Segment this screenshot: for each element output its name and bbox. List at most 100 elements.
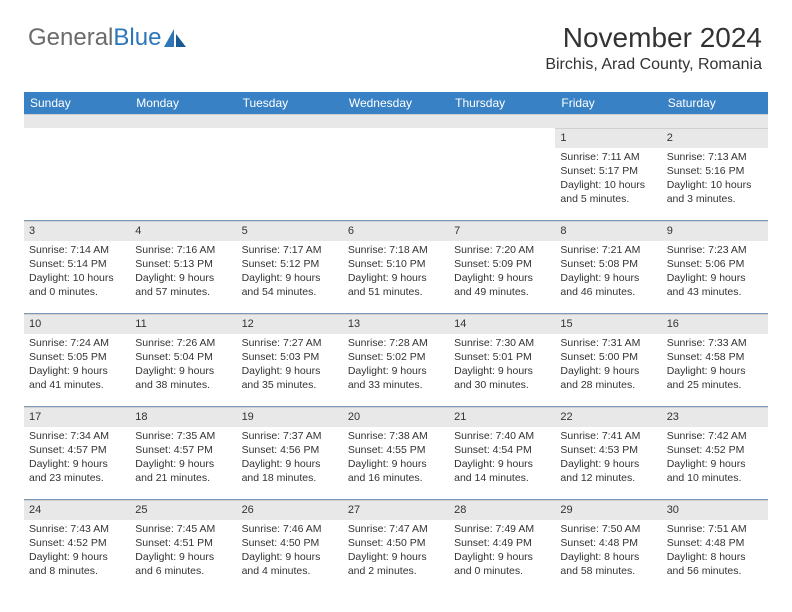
daylight-text: Daylight: 9 hours and 23 minutes. [29,457,125,485]
daylight-text: Daylight: 10 hours and 0 minutes. [29,271,125,299]
sunset-text: Sunset: 5:14 PM [29,257,125,271]
daylight-text: Daylight: 9 hours and 14 minutes. [454,457,550,485]
calendar-cell: 2Sunrise: 7:13 AMSunset: 5:16 PMDaylight… [662,128,768,220]
sunset-text: Sunset: 5:00 PM [560,350,656,364]
sunrise-text: Sunrise: 7:16 AM [135,243,231,257]
day-info: Sunrise: 7:24 AMSunset: 5:05 PMDaylight:… [24,334,130,397]
day-info: Sunrise: 7:42 AMSunset: 4:52 PMDaylight:… [662,427,768,490]
day-header-cell: Thursday [449,92,555,114]
day-number: 7 [449,221,555,241]
sunrise-text: Sunrise: 7:42 AM [667,429,763,443]
sunset-text: Sunset: 4:52 PM [667,443,763,457]
sunrise-text: Sunrise: 7:17 AM [242,243,338,257]
calendar-cell: 15Sunrise: 7:31 AMSunset: 5:00 PMDayligh… [555,314,661,406]
daylight-text: Daylight: 9 hours and 51 minutes. [348,271,444,299]
sunrise-text: Sunrise: 7:34 AM [29,429,125,443]
daylight-text: Daylight: 9 hours and 38 minutes. [135,364,231,392]
calendar-cell: 21Sunrise: 7:40 AMSunset: 4:54 PMDayligh… [449,407,555,499]
calendar-cell: 10Sunrise: 7:24 AMSunset: 5:05 PMDayligh… [24,314,130,406]
location-subtitle: Birchis, Arad County, Romania [545,56,762,74]
sunrise-text: Sunrise: 7:51 AM [667,522,763,536]
calendar-cell: 23Sunrise: 7:42 AMSunset: 4:52 PMDayligh… [662,407,768,499]
sunset-text: Sunset: 5:05 PM [29,350,125,364]
sunrise-text: Sunrise: 7:40 AM [454,429,550,443]
day-info: Sunrise: 7:28 AMSunset: 5:02 PMDaylight:… [343,334,449,397]
day-info: Sunrise: 7:43 AMSunset: 4:52 PMDaylight:… [24,520,130,583]
sunset-text: Sunset: 5:06 PM [667,257,763,271]
day-number: 1 [555,128,661,148]
sunset-text: Sunset: 4:50 PM [348,536,444,550]
day-info: Sunrise: 7:26 AMSunset: 5:04 PMDaylight:… [130,334,236,397]
day-number: 4 [130,221,236,241]
daylight-text: Daylight: 8 hours and 58 minutes. [560,550,656,578]
daylight-text: Daylight: 9 hours and 46 minutes. [560,271,656,299]
day-number: 28 [449,500,555,520]
day-number: 5 [237,221,343,241]
daylight-text: Daylight: 8 hours and 56 minutes. [667,550,763,578]
day-info: Sunrise: 7:37 AMSunset: 4:56 PMDaylight:… [237,427,343,490]
calendar-cell: 19Sunrise: 7:37 AMSunset: 4:56 PMDayligh… [237,407,343,499]
sunrise-text: Sunrise: 7:49 AM [454,522,550,536]
calendar-cell: 14Sunrise: 7:30 AMSunset: 5:01 PMDayligh… [449,314,555,406]
sunset-text: Sunset: 5:12 PM [242,257,338,271]
logo: GeneralBlue [28,24,186,52]
daylight-text: Daylight: 9 hours and 30 minutes. [454,364,550,392]
day-number: 14 [449,314,555,334]
day-header-cell: Tuesday [237,92,343,114]
calendar-cell: 7Sunrise: 7:20 AMSunset: 5:09 PMDaylight… [449,221,555,313]
day-info: Sunrise: 7:41 AMSunset: 4:53 PMDaylight:… [555,427,661,490]
calendar-cell: 20Sunrise: 7:38 AMSunset: 4:55 PMDayligh… [343,407,449,499]
calendar-cell [24,128,130,220]
day-number: 19 [237,407,343,427]
sunrise-text: Sunrise: 7:47 AM [348,522,444,536]
daylight-text: Daylight: 9 hours and 49 minutes. [454,271,550,299]
daylight-text: Daylight: 10 hours and 5 minutes. [560,178,656,206]
calendar-cell: 8Sunrise: 7:21 AMSunset: 5:08 PMDaylight… [555,221,661,313]
sunset-text: Sunset: 4:48 PM [560,536,656,550]
sunset-text: Sunset: 5:17 PM [560,164,656,178]
sunset-text: Sunset: 4:48 PM [667,536,763,550]
daylight-text: Daylight: 9 hours and 21 minutes. [135,457,231,485]
daylight-text: Daylight: 9 hours and 0 minutes. [454,550,550,578]
sunrise-text: Sunrise: 7:11 AM [560,150,656,164]
sunrise-text: Sunrise: 7:37 AM [242,429,338,443]
daylight-text: Daylight: 9 hours and 33 minutes. [348,364,444,392]
sunset-text: Sunset: 5:03 PM [242,350,338,364]
sunrise-text: Sunrise: 7:38 AM [348,429,444,443]
calendar-cell: 29Sunrise: 7:50 AMSunset: 4:48 PMDayligh… [555,500,661,592]
day-number: 25 [130,500,236,520]
day-info: Sunrise: 7:40 AMSunset: 4:54 PMDaylight:… [449,427,555,490]
calendar-cell: 4Sunrise: 7:16 AMSunset: 5:13 PMDaylight… [130,221,236,313]
sunset-text: Sunset: 4:51 PM [135,536,231,550]
daylight-text: Daylight: 9 hours and 43 minutes. [667,271,763,299]
day-number: 27 [343,500,449,520]
day-number: 18 [130,407,236,427]
day-header-cell: Friday [555,92,661,114]
daylight-text: Daylight: 9 hours and 57 minutes. [135,271,231,299]
day-number: 8 [555,221,661,241]
calendar-cell [130,128,236,220]
calendar-cell: 12Sunrise: 7:27 AMSunset: 5:03 PMDayligh… [237,314,343,406]
day-info: Sunrise: 7:23 AMSunset: 5:06 PMDaylight:… [662,241,768,304]
day-number: 6 [343,221,449,241]
day-info: Sunrise: 7:31 AMSunset: 5:00 PMDaylight:… [555,334,661,397]
calendar-cell [449,128,555,220]
day-number: 2 [662,128,768,148]
daylight-text: Daylight: 9 hours and 25 minutes. [667,364,763,392]
calendar-week: 17Sunrise: 7:34 AMSunset: 4:57 PMDayligh… [24,406,768,499]
calendar-cell: 13Sunrise: 7:28 AMSunset: 5:02 PMDayligh… [343,314,449,406]
calendar-cell [343,128,449,220]
day-info: Sunrise: 7:16 AMSunset: 5:13 PMDaylight:… [130,241,236,304]
daylight-text: Daylight: 9 hours and 18 minutes. [242,457,338,485]
calendar-cell: 18Sunrise: 7:35 AMSunset: 4:57 PMDayligh… [130,407,236,499]
calendar-cell: 9Sunrise: 7:23 AMSunset: 5:06 PMDaylight… [662,221,768,313]
day-info: Sunrise: 7:50 AMSunset: 4:48 PMDaylight:… [555,520,661,583]
daylight-text: Daylight: 9 hours and 6 minutes. [135,550,231,578]
day-info: Sunrise: 7:34 AMSunset: 4:57 PMDaylight:… [24,427,130,490]
sunrise-text: Sunrise: 7:30 AM [454,336,550,350]
sunrise-text: Sunrise: 7:24 AM [29,336,125,350]
day-number: 11 [130,314,236,334]
calendar-cell: 30Sunrise: 7:51 AMSunset: 4:48 PMDayligh… [662,500,768,592]
day-info: Sunrise: 7:30 AMSunset: 5:01 PMDaylight:… [449,334,555,397]
sunrise-text: Sunrise: 7:18 AM [348,243,444,257]
